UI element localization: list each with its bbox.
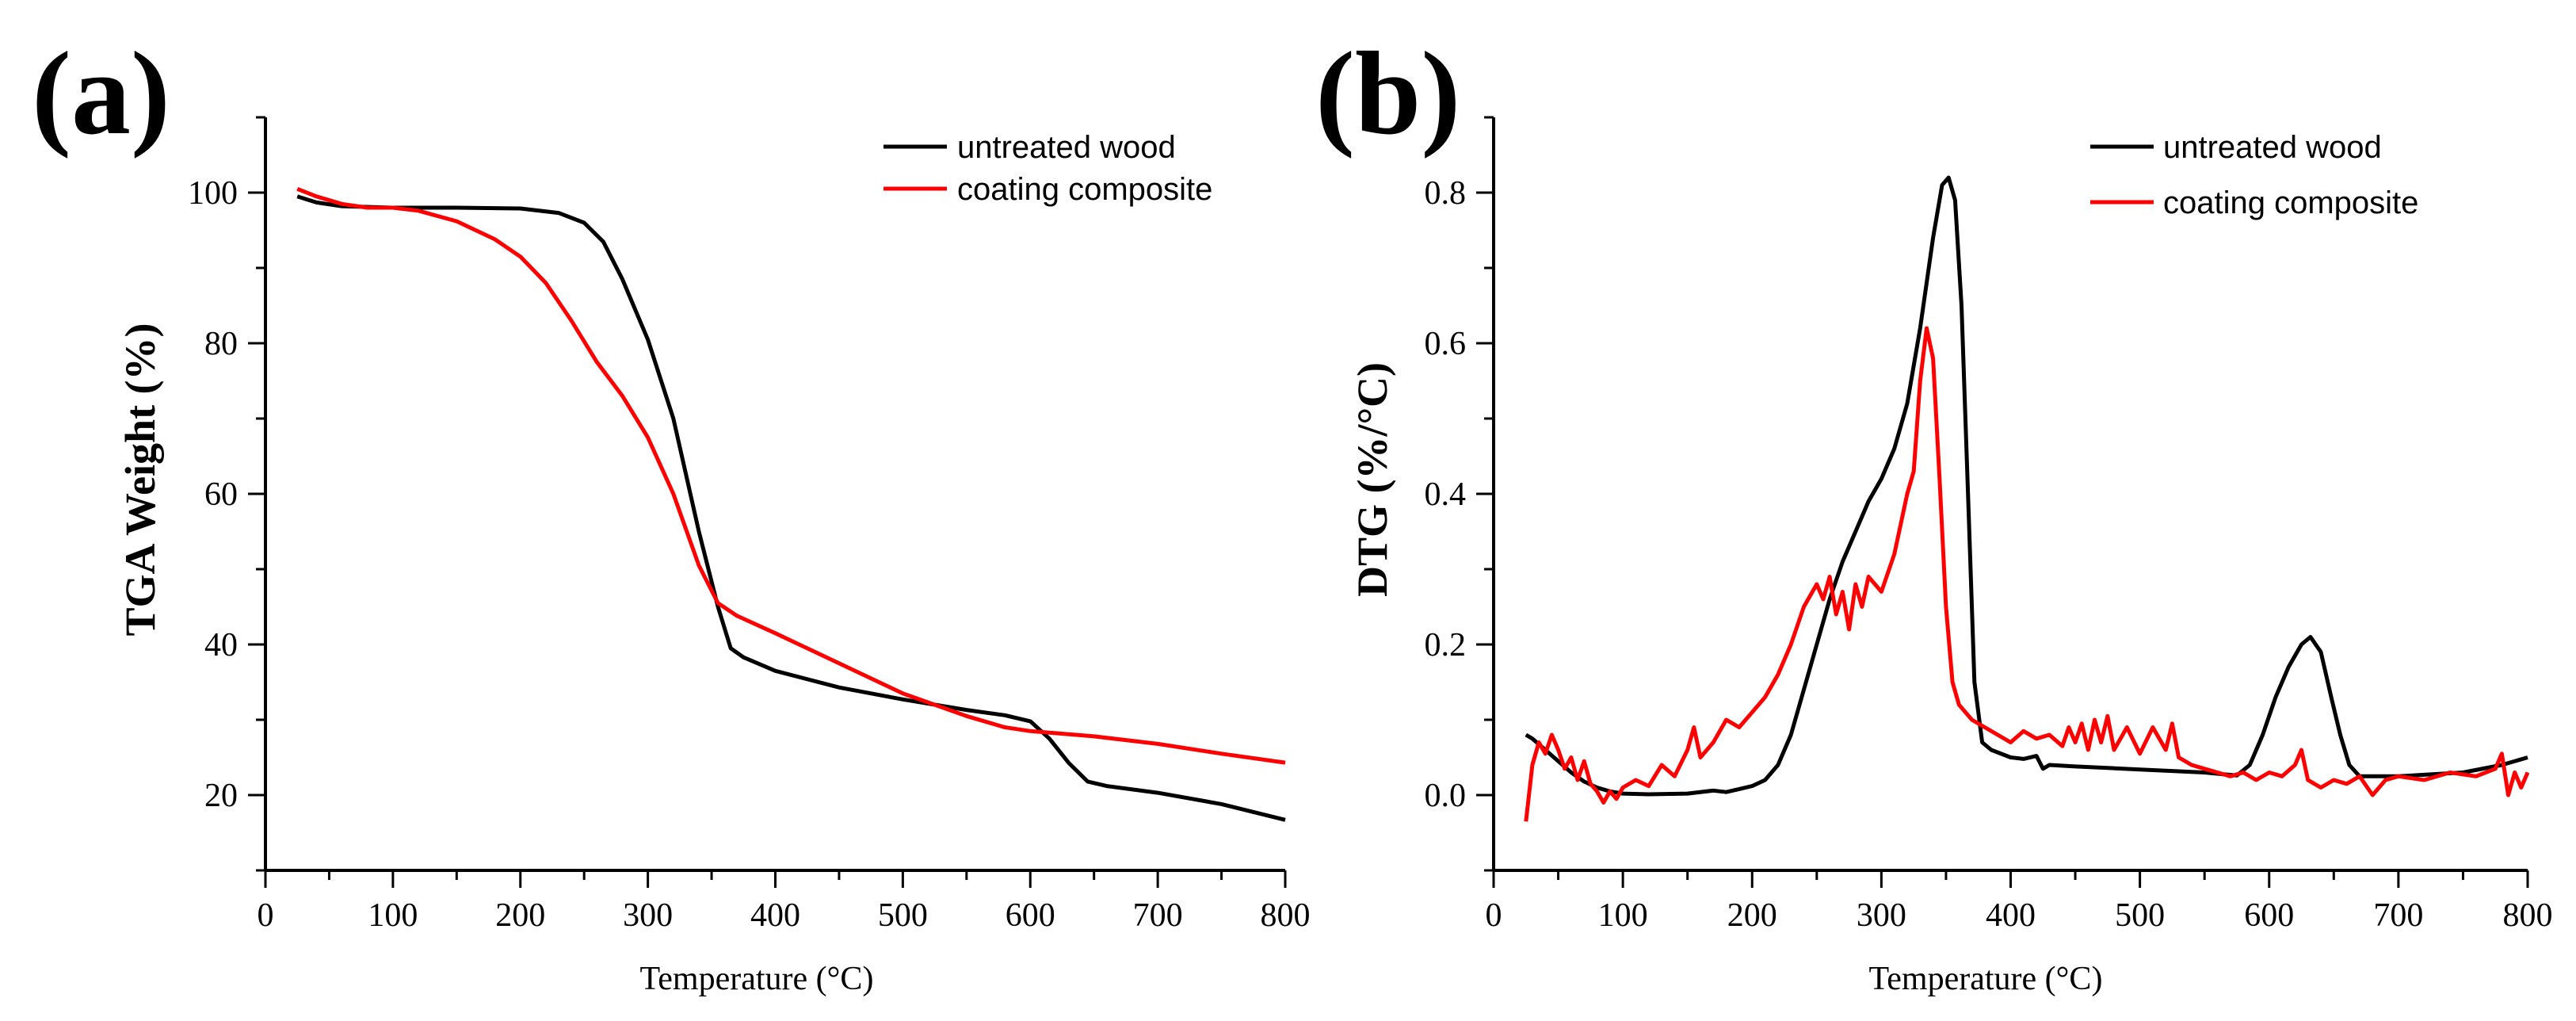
x-tick-label-b: 300 (1857, 897, 1906, 934)
chart-panel-b: (b) 0 100 200 300 400 500 600 700 800 0.00.20.40… (1315, 28, 2553, 997)
y-axis-title-a: TGA Weight (%) (116, 323, 164, 636)
y-tick-label-a: 80 (204, 326, 238, 362)
y-tick-label-b: 0.4 (1425, 476, 1467, 513)
legend-label-coating-b: coating composite (2163, 185, 2418, 220)
y-ticks-a: 20 40 60 80 100 (188, 116, 265, 872)
x-tick-label-b: 700 (2373, 897, 2423, 934)
y-tick-label-a: 40 (204, 627, 238, 663)
x-tick-label-b: 0 (1486, 897, 1502, 934)
series-line-untreated-wood-b (1525, 175, 2528, 797)
x-ticks-b: 0 100 200 300 400 500 600 700 800 (1486, 870, 2553, 934)
y-tick-label-b: 0.8 (1425, 175, 1467, 212)
panel-label-b: (b) (1315, 28, 1460, 159)
legend-b: untreated wood coating composite (2090, 130, 2418, 220)
series-line-untreated-wood-a (296, 194, 1286, 822)
series-b (1524, 175, 2530, 822)
x-axis-title-a: Temperature (°C) (640, 961, 874, 997)
series-line-coating-composite-a (296, 186, 1286, 765)
x-tick-label-a: 400 (750, 897, 800, 934)
x-tick-label-b: 500 (2115, 897, 2165, 934)
series-a (296, 186, 1286, 822)
x-tick-label-b: 100 (1598, 897, 1648, 934)
x-tick-label-b: 400 (1986, 897, 2036, 934)
x-tick-label-a: 200 (495, 897, 545, 934)
x-ticks-a: 0 100 200 300 400 500 600 700 800 (258, 870, 1311, 934)
x-axis-title-b: Temperature (°C) (1869, 961, 2103, 997)
legend-label-untreated-a: untreated wood (957, 130, 1176, 165)
x-tick-label-b: 200 (1727, 897, 1777, 934)
x-tick-label-a: 500 (878, 897, 928, 934)
series-line-coating-composite-b (1524, 326, 2530, 822)
y-ticks-b: 0.0 0.2 0.4 0.6 0.8 (1425, 116, 1494, 872)
legend-label-untreated-b: untreated wood (2163, 130, 2382, 165)
x-tick-label-a: 0 (258, 897, 274, 934)
y-tick-label-b: 0.2 (1425, 627, 1467, 663)
x-tick-label-a: 700 (1133, 897, 1183, 934)
x-tick-label-a: 800 (1261, 897, 1311, 934)
panel-label-a: (a) (32, 28, 170, 159)
y-tick-label-a: 20 (204, 778, 238, 814)
x-tick-label-a: 300 (623, 897, 673, 934)
legend-label-coating-a: coating composite (957, 172, 1212, 207)
y-axis-title-b: DTG (%/°C) (1349, 362, 1396, 597)
y-tick-label-b: 0.6 (1425, 326, 1467, 362)
legend-a: untreated wood coating composite (883, 130, 1212, 207)
chart-panel-a: (a) 0 100 200 300 400 500 600 700 800 20 40 60 80 10… (32, 28, 1311, 997)
x-tick-label-b: 600 (2244, 897, 2294, 934)
x-tick-label-a: 100 (368, 897, 418, 934)
x-tick-label-b: 800 (2503, 897, 2553, 934)
y-tick-label-b: 0.0 (1425, 778, 1467, 814)
x-tick-label-a: 600 (1006, 897, 1055, 934)
y-tick-label-a: 60 (204, 476, 238, 513)
y-tick-label-a: 100 (188, 175, 238, 212)
